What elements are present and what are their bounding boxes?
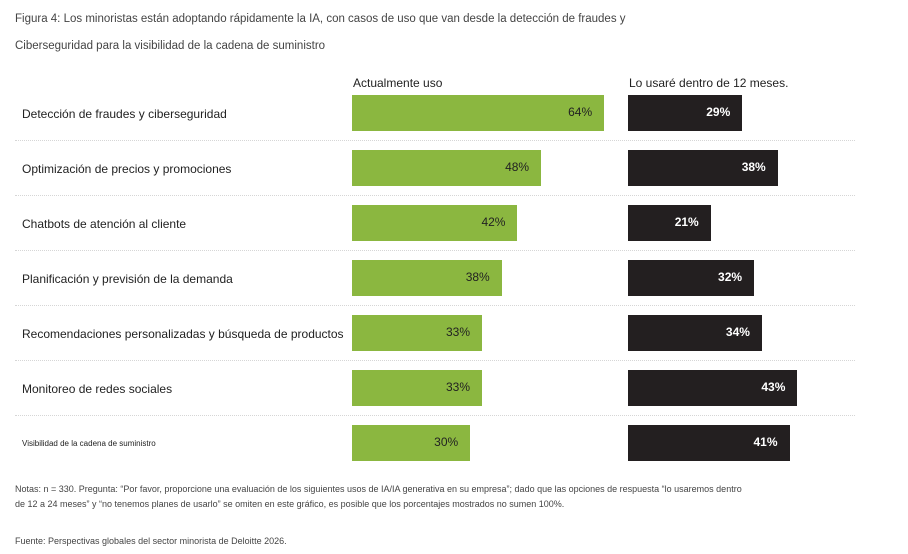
chart-title-line-2: Ciberseguridad para la visibilidad de la… bbox=[15, 40, 326, 52]
bar-within-12-months: 29% bbox=[628, 95, 743, 131]
row-separator bbox=[15, 360, 855, 361]
chart-title-line-1: Figura 4: Los minoristas están adoptando… bbox=[15, 13, 626, 25]
legend-current-use: Actualmente uso bbox=[353, 76, 443, 90]
bar-current-use: 38% bbox=[352, 260, 502, 296]
notes-line-1: Notas: n = 330. Pregunta: “Por favor, pr… bbox=[15, 484, 742, 494]
data-label: 33% bbox=[445, 325, 471, 339]
data-label: 32% bbox=[718, 270, 743, 284]
bar-current-use: 30% bbox=[352, 425, 471, 461]
data-label: 42% bbox=[481, 215, 506, 229]
row-separator bbox=[15, 250, 855, 251]
bar-within-12-months: 32% bbox=[628, 260, 755, 296]
row-separator bbox=[15, 195, 855, 196]
category-label: Chatbots de atención al cliente bbox=[22, 217, 187, 231]
row-separator bbox=[15, 305, 855, 306]
bar-within-12-months: 41% bbox=[628, 425, 790, 461]
bar-current-use: 33% bbox=[352, 315, 483, 351]
bar-current-use: 33% bbox=[352, 370, 483, 406]
category-label: Monitoreo de redes sociales bbox=[22, 382, 173, 396]
data-label: 38% bbox=[465, 270, 490, 284]
row-separator bbox=[15, 140, 855, 141]
bar-current-use: 64% bbox=[352, 95, 605, 131]
bar-current-use: 42% bbox=[352, 205, 518, 241]
source-note: Fuente: Perspectivas globales del sector… bbox=[15, 536, 287, 546]
data-label: 33% bbox=[445, 380, 471, 394]
data-label: 48% bbox=[505, 160, 530, 174]
bar-within-12-months: 21% bbox=[628, 205, 711, 241]
data-label: 38% bbox=[741, 160, 766, 174]
category-label: Recomendaciones personalizadas y búsqued… bbox=[22, 327, 344, 341]
bar-within-12-months: 34% bbox=[628, 315, 762, 351]
category-label: Optimización de precios y promociones bbox=[22, 162, 232, 176]
category-label: Visibilidad de la cadena de suministro bbox=[22, 439, 156, 448]
data-label: 41% bbox=[753, 435, 778, 449]
data-label: 64% bbox=[568, 105, 593, 119]
category-label: Detección de fraudes y ciberseguridad bbox=[22, 107, 227, 121]
data-label: 34% bbox=[725, 325, 750, 339]
category-label: Planificación y previsión de la demanda bbox=[22, 272, 233, 286]
bar-current-use: 48% bbox=[352, 150, 542, 186]
bar-within-12-months: 43% bbox=[628, 370, 798, 406]
legend-within-12-months: Lo usaré dentro de 12 meses. bbox=[629, 76, 789, 90]
notes-line-2: de 12 a 24 meses” y “no tenemos planes d… bbox=[15, 499, 565, 509]
data-label: 43% bbox=[761, 380, 786, 394]
bar-within-12-months: 38% bbox=[628, 150, 778, 186]
data-label: 29% bbox=[706, 105, 731, 119]
data-label: 21% bbox=[674, 215, 699, 229]
row-separator bbox=[15, 415, 855, 416]
data-label: 30% bbox=[434, 435, 459, 449]
